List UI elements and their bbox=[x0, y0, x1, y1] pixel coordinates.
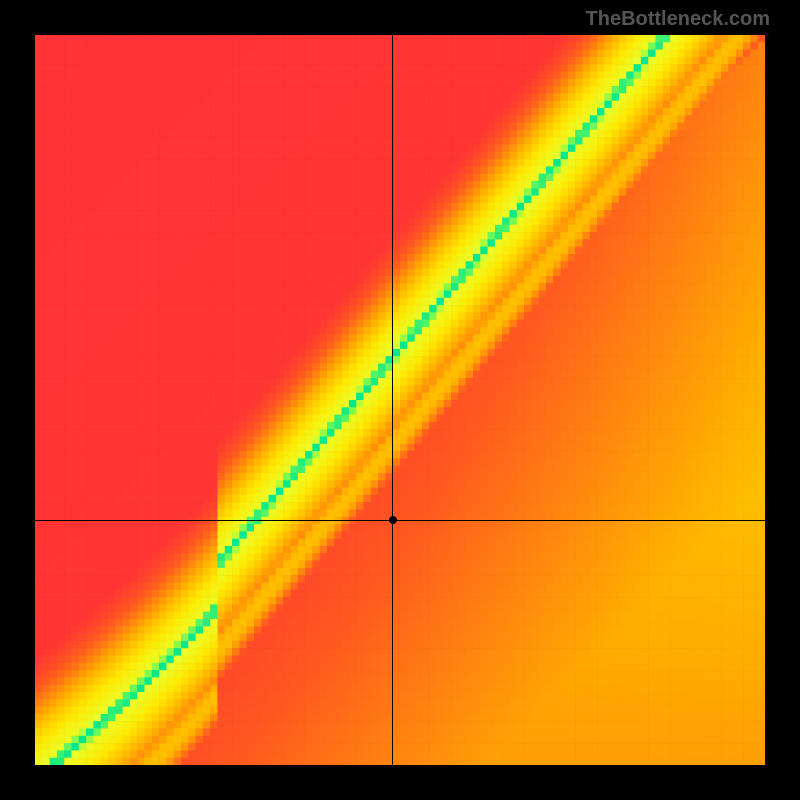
watermark-text: TheBottleneck.com bbox=[586, 8, 770, 31]
crosshair-vertical bbox=[392, 35, 393, 765]
heatmap-chart bbox=[35, 35, 765, 765]
heatmap-canvas bbox=[35, 35, 765, 765]
crosshair-marker bbox=[389, 516, 397, 524]
crosshair-horizontal bbox=[35, 520, 765, 521]
